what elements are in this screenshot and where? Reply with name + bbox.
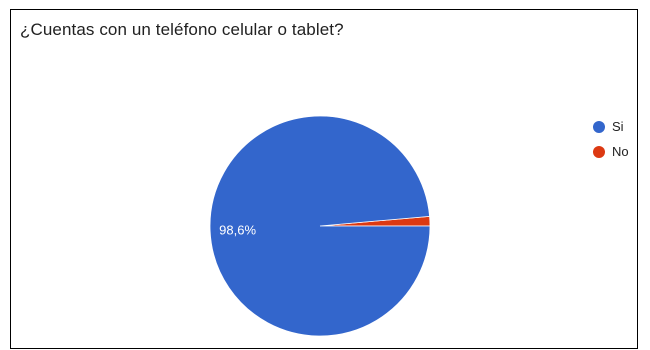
pie-chart: 98,6% xyxy=(209,115,431,337)
legend-item-si[interactable]: Si xyxy=(593,114,629,139)
legend-swatch-no xyxy=(593,145,605,158)
legend: Si No xyxy=(593,114,629,164)
legend-item-no[interactable]: No xyxy=(593,139,629,164)
legend-swatch-si xyxy=(593,120,605,133)
legend-label-no: No xyxy=(612,144,629,159)
chart-frame: 98,6% ¿Cuentas con un teléfono celular o… xyxy=(10,9,638,349)
chart-title: ¿Cuentas con un teléfono celular o table… xyxy=(20,20,344,39)
pie-slice-label-si: 98,6% xyxy=(219,223,256,238)
legend-label-si: Si xyxy=(612,119,624,134)
pie-slice-si[interactable] xyxy=(209,115,431,337)
